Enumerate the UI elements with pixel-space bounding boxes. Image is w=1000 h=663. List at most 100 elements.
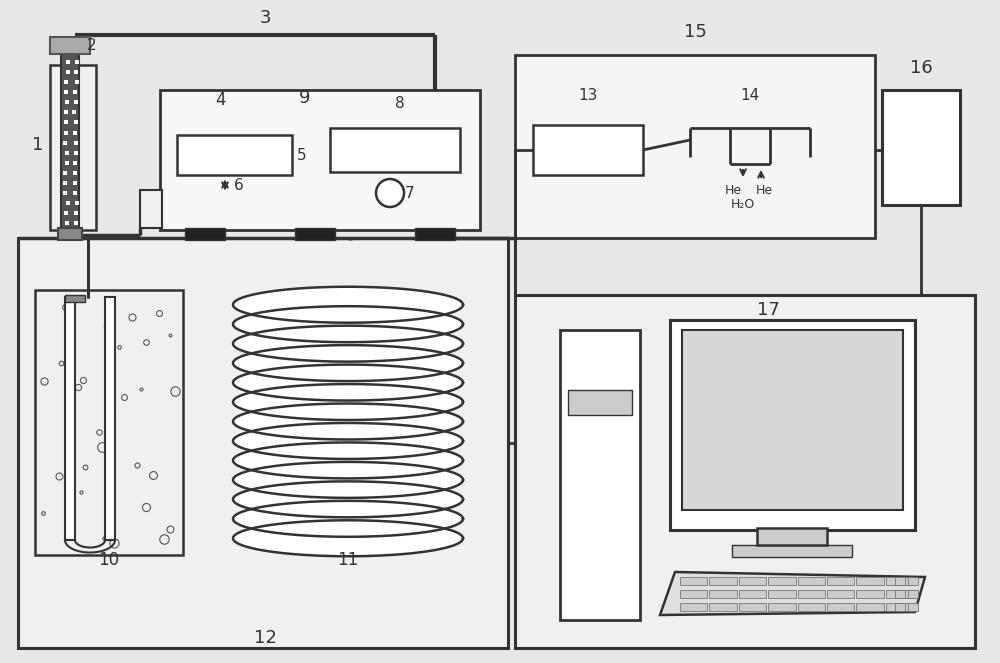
Bar	[680, 603, 707, 611]
Polygon shape	[234, 463, 462, 497]
Bar	[74, 211, 78, 215]
Bar	[680, 590, 707, 598]
Polygon shape	[234, 288, 462, 322]
Polygon shape	[234, 502, 462, 536]
Text: 5: 5	[297, 147, 307, 162]
Bar	[65, 221, 69, 225]
Bar	[856, 590, 884, 598]
Bar	[65, 297, 75, 540]
Bar	[185, 228, 225, 240]
Bar	[74, 121, 78, 125]
Bar	[63, 181, 67, 185]
Polygon shape	[234, 327, 462, 361]
Bar	[515, 295, 975, 648]
Bar	[533, 125, 643, 175]
Bar	[50, 37, 90, 54]
Bar	[64, 90, 68, 94]
Text: 14: 14	[740, 88, 760, 103]
Bar	[66, 70, 70, 74]
Polygon shape	[234, 307, 462, 341]
Text: H₂O: H₂O	[731, 198, 755, 210]
Bar	[74, 221, 78, 225]
Bar	[105, 297, 115, 540]
Bar	[415, 228, 455, 240]
Bar	[680, 577, 707, 585]
Bar	[66, 60, 70, 64]
Bar	[18, 238, 508, 648]
Bar	[75, 80, 79, 84]
Text: 11: 11	[337, 551, 359, 569]
Bar	[768, 577, 796, 585]
Bar	[73, 181, 77, 185]
Bar	[908, 603, 918, 611]
Bar	[827, 590, 854, 598]
Bar	[886, 603, 913, 611]
Bar	[65, 100, 69, 104]
Bar	[66, 201, 70, 205]
Text: 16: 16	[910, 59, 932, 77]
Bar	[64, 80, 68, 84]
Polygon shape	[234, 521, 462, 556]
Bar	[798, 577, 825, 585]
Bar	[35, 290, 183, 555]
Bar	[882, 90, 960, 205]
Circle shape	[376, 179, 404, 207]
FancyBboxPatch shape	[757, 528, 827, 545]
Text: 10: 10	[98, 551, 120, 569]
Bar	[908, 577, 918, 585]
Bar	[768, 590, 796, 598]
Text: 7: 7	[405, 186, 415, 200]
Bar	[75, 60, 79, 64]
Bar	[65, 151, 69, 154]
Bar	[64, 211, 68, 215]
Text: He: He	[756, 184, 773, 196]
Text: 12: 12	[254, 629, 276, 647]
Bar	[768, 603, 796, 611]
Bar	[65, 160, 69, 164]
Bar	[709, 577, 737, 585]
Bar	[64, 121, 68, 125]
Bar	[50, 65, 96, 230]
Bar	[73, 170, 77, 175]
Bar	[827, 603, 854, 611]
Bar	[515, 55, 875, 238]
Bar	[295, 228, 335, 240]
Polygon shape	[234, 365, 462, 400]
Bar	[61, 47, 79, 228]
Bar	[739, 603, 766, 611]
Bar	[895, 590, 905, 598]
Text: He: He	[725, 184, 742, 196]
Text: 1: 1	[32, 136, 44, 154]
Text: 9: 9	[299, 89, 311, 107]
Bar	[63, 170, 67, 175]
Bar	[895, 577, 905, 585]
Bar	[73, 131, 77, 135]
Bar	[709, 603, 737, 611]
Bar	[886, 590, 913, 598]
Text: 4: 4	[215, 91, 225, 109]
Bar	[74, 70, 78, 74]
Bar	[73, 191, 77, 195]
Text: 2: 2	[87, 38, 97, 52]
Bar	[798, 603, 825, 611]
Bar	[140, 190, 162, 228]
Bar	[65, 295, 85, 302]
Polygon shape	[234, 404, 462, 438]
Bar	[74, 141, 78, 145]
Bar	[64, 50, 68, 54]
Bar	[64, 131, 68, 135]
Bar	[58, 228, 82, 240]
Bar	[177, 135, 292, 175]
Bar	[856, 603, 884, 611]
Bar	[732, 545, 852, 557]
Text: 13: 13	[578, 88, 598, 103]
Bar	[886, 577, 913, 585]
Bar	[568, 390, 632, 415]
Text: 8: 8	[395, 95, 405, 111]
Bar	[64, 110, 68, 115]
Text: 15: 15	[684, 23, 706, 41]
Text: 17: 17	[757, 301, 779, 319]
Text: 6: 6	[234, 178, 244, 192]
Bar	[72, 50, 76, 54]
Polygon shape	[234, 483, 462, 516]
